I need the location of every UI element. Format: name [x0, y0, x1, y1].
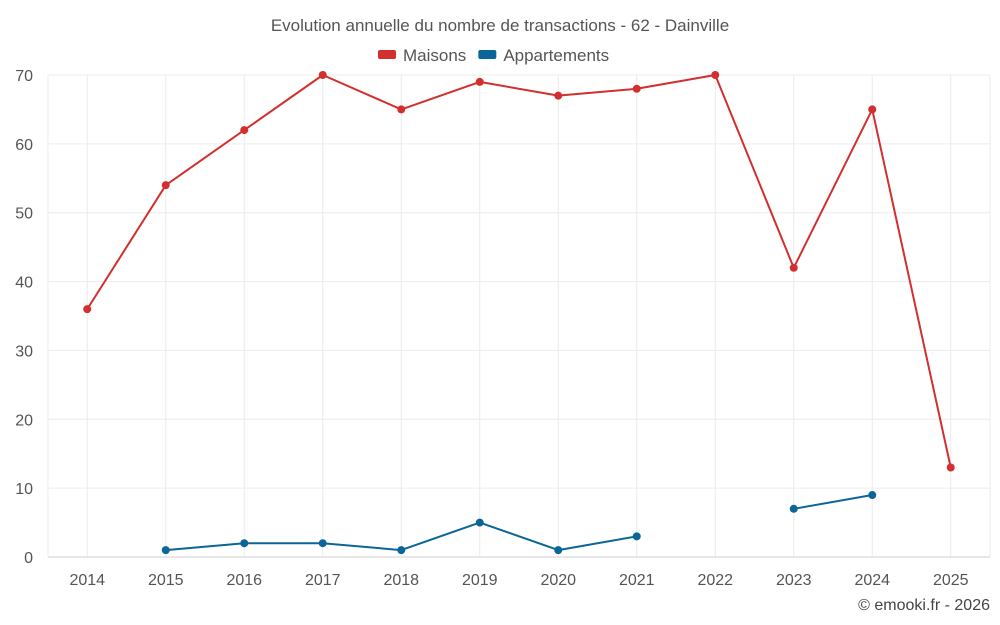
- x-tick-label: 2017: [305, 572, 341, 589]
- y-tick-label: 60: [15, 137, 33, 154]
- x-tick-label: 2022: [697, 572, 733, 589]
- data-point-appartements-2020: [554, 546, 563, 555]
- legend-swatch-appartements: [478, 50, 497, 59]
- data-point-appartements-2024: [868, 491, 877, 500]
- legend: Maisons Appartements: [378, 46, 609, 65]
- y-tick-label: 70: [15, 68, 33, 85]
- series-appartements: [161, 491, 877, 555]
- grid: [47, 74, 991, 557]
- x-tick-label: 2025: [933, 572, 969, 589]
- axes: 0 10 20 30 40 50 60 70 2014 2015 2016 2017 2018 2019 2…: [15, 68, 990, 589]
- data-point-maisons-2015: [161, 181, 170, 190]
- legend-item-appartements: Appartements: [478, 46, 609, 65]
- y-tick-label: 10: [15, 481, 33, 498]
- series: [83, 71, 955, 555]
- legend-swatch-maisons: [378, 50, 396, 59]
- data-point-appartements-2019: [475, 518, 484, 527]
- legend-item-maisons: Maisons: [378, 46, 466, 65]
- y-tick-label: 50: [15, 206, 33, 223]
- y-tick-label: 40: [15, 275, 33, 292]
- series-line-appartements: [793, 494, 873, 510]
- x-tick-label: 2023: [776, 572, 812, 589]
- data-point-appartements-2023: [789, 504, 798, 513]
- data-point-appartements-2017: [318, 539, 327, 548]
- data-point-appartements-2015: [161, 546, 170, 555]
- series-line-maisons: [86, 74, 952, 468]
- x-tick-label: 2024: [854, 572, 890, 589]
- data-point-maisons-2016: [240, 126, 249, 135]
- x-tick-label: 2021: [619, 572, 655, 589]
- data-point-appartements-2016: [240, 539, 249, 548]
- legend-label-maisons: Maisons: [403, 46, 466, 65]
- series-maisons: [83, 71, 955, 472]
- x-tick-label: 2019: [462, 572, 498, 589]
- data-point-maisons-2014: [83, 305, 92, 314]
- chart-title: Evolution annuelle du nombre de transact…: [271, 16, 729, 35]
- data-point-maisons-2021: [632, 84, 641, 93]
- data-point-appartements-2018: [397, 546, 406, 555]
- y-tick-label: 0: [24, 550, 33, 567]
- data-point-maisons-2017: [318, 71, 327, 79]
- data-point-maisons-2024: [868, 105, 877, 114]
- x-tick-label: 2014: [69, 572, 105, 589]
- data-point-maisons-2025: [946, 463, 955, 472]
- y-tick-label: 30: [15, 343, 33, 360]
- credit-text: © emooki.fr - 2026: [858, 597, 990, 614]
- x-tick-label: 2018: [383, 572, 419, 589]
- data-point-maisons-2020: [554, 91, 563, 100]
- x-tick-label: 2016: [226, 572, 262, 589]
- data-point-maisons-2022: [711, 71, 720, 79]
- data-point-maisons-2019: [475, 77, 484, 86]
- x-tick-label: 2020: [540, 572, 576, 589]
- x-tick-label: 2015: [148, 572, 184, 589]
- data-point-maisons-2023: [789, 263, 798, 272]
- data-point-appartements-2021: [632, 532, 641, 541]
- y-tick-label: 20: [15, 412, 33, 429]
- legend-label-appartements: Appartements: [503, 46, 609, 65]
- data-point-maisons-2018: [397, 105, 406, 114]
